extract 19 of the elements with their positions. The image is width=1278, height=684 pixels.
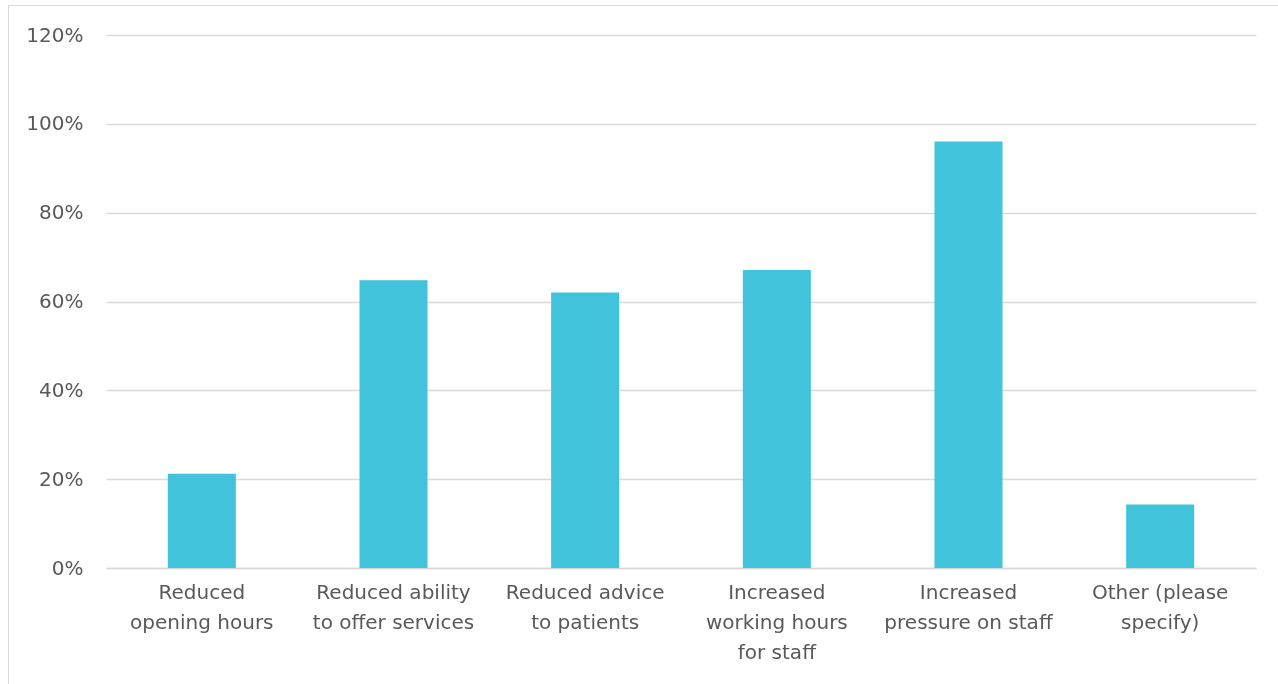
x-tick-label: Other (please specify) bbox=[1091, 579, 1229, 634]
x-tick-label: Increased pressure on staff bbox=[884, 579, 1054, 634]
y-tick-label: 60% bbox=[39, 289, 84, 313]
y-tick-label: 0% bbox=[51, 555, 84, 580]
y-tick-label: 120% bbox=[26, 22, 84, 47]
bar bbox=[1126, 504, 1195, 568]
x-tick-label: Increased working hours for staff bbox=[705, 579, 848, 664]
x-tick-label: Reduced opening hours bbox=[130, 579, 274, 634]
x-tick-label: Reduced ability to offer services bbox=[312, 579, 475, 634]
bar bbox=[359, 280, 428, 568]
y-tick-label: 20% bbox=[39, 466, 84, 491]
y-tick-label: 40% bbox=[39, 377, 84, 402]
bar bbox=[167, 473, 236, 568]
bar bbox=[551, 292, 620, 568]
x-tick-label: Reduced advice to patients bbox=[505, 579, 665, 634]
bar bbox=[742, 269, 811, 568]
y-tick-label: 80% bbox=[39, 200, 84, 225]
bar bbox=[934, 141, 1003, 568]
y-tick-label: 100% bbox=[26, 111, 84, 136]
